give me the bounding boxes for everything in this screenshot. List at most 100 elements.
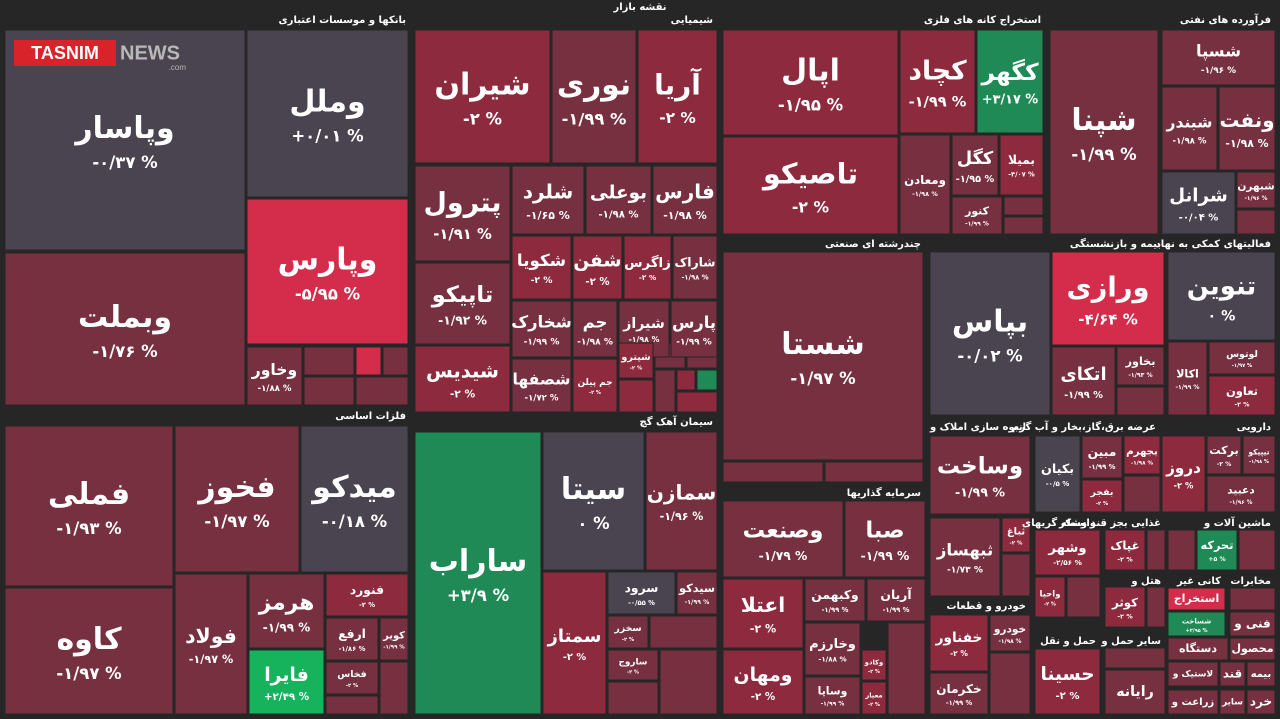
tile-change: -۱/۹۳ % <box>56 519 122 538</box>
tile-name: فخوز <box>196 470 275 505</box>
tile-change: -۰/۰۴ % <box>1179 212 1219 223</box>
small-tile <box>1066 576 1101 618</box>
tile-name: شلرد <box>523 180 574 204</box>
tile-change: -۲ % <box>450 387 476 400</box>
tile <box>1246 689 1276 715</box>
tile <box>4 29 246 251</box>
tile-name: قند <box>1223 667 1242 681</box>
tile-name: شبهرن <box>1237 180 1274 192</box>
tile-name: شساخت <box>1182 617 1211 626</box>
small-tile <box>379 661 409 715</box>
tile <box>676 571 718 615</box>
tile-change: -۴/۶۴ % <box>1078 311 1138 329</box>
logo-box <box>14 40 116 66</box>
tile <box>976 29 1044 134</box>
tile <box>1206 435 1242 475</box>
tile <box>1219 661 1246 687</box>
tile <box>1104 529 1146 571</box>
small-tile <box>722 461 824 483</box>
tile-name: کوثر <box>1111 595 1138 610</box>
sector-title: مخابرات <box>1230 576 1271 587</box>
tile-change: -۰/۱۸ % <box>322 512 388 531</box>
tile-change: -۲ % <box>950 649 968 658</box>
small-tile <box>1146 586 1166 628</box>
tile <box>585 165 652 235</box>
tile-name: بکیان <box>1041 462 1074 477</box>
tile <box>929 435 1031 515</box>
tile-name: وپاسار <box>73 111 174 146</box>
tile <box>618 342 654 379</box>
tile-change: -۲ % <box>1174 481 1194 491</box>
tile-name: خفناور <box>935 630 983 646</box>
tile-change: -۱/۹۸ % <box>598 210 638 221</box>
tile-name: اکالا <box>1176 368 1199 381</box>
small-tile <box>824 461 924 483</box>
tile-name: خودرو <box>993 623 1026 635</box>
tile-name: کچاد <box>908 56 967 87</box>
tile-name: سایر <box>1221 698 1243 708</box>
tile <box>623 235 672 300</box>
tile-name: تحرکه <box>1201 538 1234 552</box>
tile <box>929 614 989 672</box>
tile-name: شبندر <box>1165 114 1212 132</box>
sector-title: خودرو و قطعات <box>947 601 1027 612</box>
tile <box>511 358 572 413</box>
tile-name: هرمز <box>258 590 315 615</box>
small-tile <box>989 652 1031 715</box>
tile-name: پترول <box>424 188 502 219</box>
tile-name: بپاس <box>952 305 1028 340</box>
tile-change: -۱/۹۹ % <box>909 93 967 110</box>
sector-title: استخراج کانه های فلزی <box>924 15 1041 26</box>
tile-name: سیدکو <box>678 581 715 595</box>
tile-name: تاصیکو <box>761 158 858 191</box>
tile <box>300 425 409 573</box>
tile <box>4 252 246 406</box>
tile-name: تیپیکو <box>1247 447 1269 456</box>
small-tile <box>355 346 382 376</box>
tile-change: -۱/۹۸ % <box>577 338 613 348</box>
tile <box>866 578 926 622</box>
tile-name: ونفت <box>1219 109 1274 132</box>
sector-title: بانکها و موسسات اعتباری <box>279 15 406 26</box>
tile-name: شفن <box>573 251 621 272</box>
small-tile <box>676 369 696 391</box>
tile-change: +۵ % <box>1208 556 1226 563</box>
tile <box>551 29 637 164</box>
tile-name: شپترو <box>620 352 650 363</box>
tile <box>1167 587 1226 611</box>
sector-title: عرضه برق،گاز،بخار و آب گرم <box>1012 420 1156 433</box>
tile-name: نوری <box>557 68 631 103</box>
tile-name: آریان <box>880 587 912 602</box>
tile <box>989 614 1031 652</box>
tile-name: فنی و <box>1233 617 1271 632</box>
tile-name: شخارک <box>511 313 572 332</box>
tile-change: -۱/۸۶ % <box>339 645 366 653</box>
tile <box>1034 435 1081 513</box>
tile <box>1218 86 1276 171</box>
tile-name: ومعادن <box>904 173 946 188</box>
sector-title: بیمه و بازنشستگی <box>1070 237 1161 250</box>
tile-change: -۲ % <box>585 277 609 288</box>
tile-name: تاپیکو <box>431 282 494 308</box>
small-tile <box>1229 587 1276 611</box>
tile-name: اعتلا <box>741 593 785 617</box>
tile-name: فخاس <box>337 669 366 680</box>
tile-change: +۳/۱۷ % <box>982 92 1038 107</box>
tile-name: سیتا <box>561 472 626 507</box>
tile-change: -۱/۹۵ % <box>956 174 995 185</box>
tile <box>722 500 844 578</box>
tile <box>1161 435 1206 513</box>
tile-change: -۱/۹۸ % <box>1173 136 1207 146</box>
sector-title: ماشین آلات و <box>1203 516 1271 529</box>
small-tile <box>696 369 718 391</box>
tile-change: -۱/۹۹ % <box>1071 145 1137 164</box>
tile <box>804 578 866 622</box>
tile-name: خرد <box>1250 695 1272 709</box>
sector-title: فعالیتهای کمکی به نهاد <box>1156 239 1271 250</box>
tile-change: -۱/۹۶ % <box>660 510 704 523</box>
small-tile <box>1003 196 1044 216</box>
tile <box>246 198 409 345</box>
tile <box>951 134 999 196</box>
tile <box>607 571 676 615</box>
tile-change: -۱/۹۸ % <box>629 335 660 344</box>
